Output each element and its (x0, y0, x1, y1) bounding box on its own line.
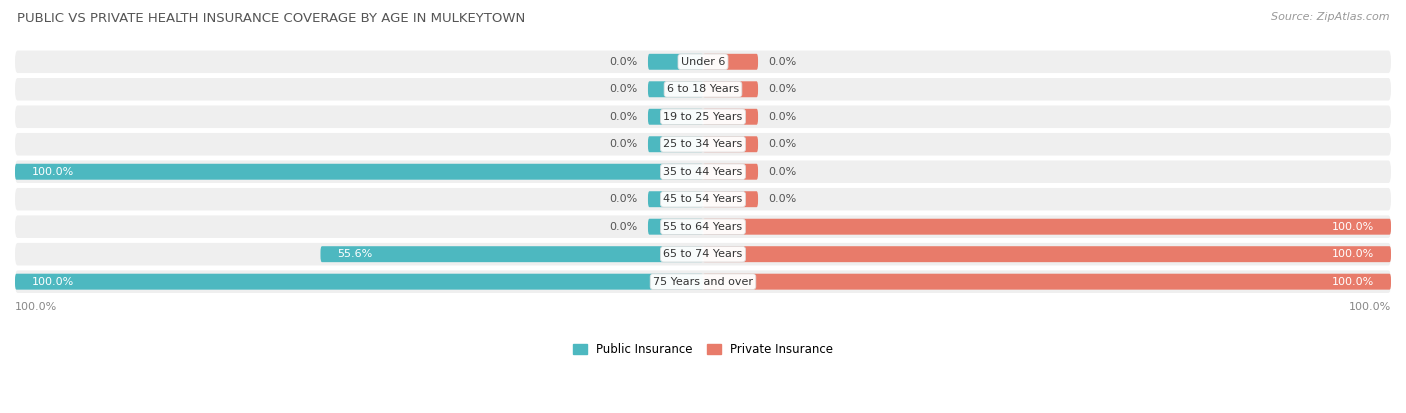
Text: PUBLIC VS PRIVATE HEALTH INSURANCE COVERAGE BY AGE IN MULKEYTOWN: PUBLIC VS PRIVATE HEALTH INSURANCE COVER… (17, 12, 524, 25)
Text: 0.0%: 0.0% (609, 222, 638, 232)
Text: 35 to 44 Years: 35 to 44 Years (664, 167, 742, 177)
FancyBboxPatch shape (15, 274, 703, 290)
FancyBboxPatch shape (15, 243, 1391, 266)
Text: 0.0%: 0.0% (768, 194, 797, 204)
Text: 75 Years and over: 75 Years and over (652, 277, 754, 287)
Text: 0.0%: 0.0% (768, 84, 797, 94)
Text: 100.0%: 100.0% (32, 167, 75, 177)
Text: 0.0%: 0.0% (609, 57, 638, 67)
Text: 0.0%: 0.0% (609, 84, 638, 94)
FancyBboxPatch shape (648, 81, 703, 97)
Legend: Public Insurance, Private Insurance: Public Insurance, Private Insurance (568, 338, 838, 361)
FancyBboxPatch shape (321, 246, 703, 262)
FancyBboxPatch shape (648, 54, 703, 70)
Text: 0.0%: 0.0% (768, 139, 797, 149)
Text: 45 to 54 Years: 45 to 54 Years (664, 194, 742, 204)
Text: 0.0%: 0.0% (609, 139, 638, 149)
FancyBboxPatch shape (703, 164, 758, 180)
Text: 0.0%: 0.0% (609, 194, 638, 204)
FancyBboxPatch shape (15, 105, 1391, 128)
Text: 100.0%: 100.0% (1331, 222, 1374, 232)
Text: 0.0%: 0.0% (609, 112, 638, 122)
FancyBboxPatch shape (15, 133, 1391, 156)
FancyBboxPatch shape (648, 109, 703, 125)
FancyBboxPatch shape (703, 219, 1391, 235)
Text: 100.0%: 100.0% (1331, 249, 1374, 259)
FancyBboxPatch shape (703, 54, 758, 70)
Text: 100.0%: 100.0% (32, 277, 75, 287)
FancyBboxPatch shape (15, 164, 703, 180)
Text: Under 6: Under 6 (681, 57, 725, 67)
Text: 6 to 18 Years: 6 to 18 Years (666, 84, 740, 94)
FancyBboxPatch shape (15, 78, 1391, 100)
FancyBboxPatch shape (648, 219, 703, 235)
FancyBboxPatch shape (15, 216, 1391, 238)
Text: 0.0%: 0.0% (768, 167, 797, 177)
Text: 25 to 34 Years: 25 to 34 Years (664, 139, 742, 149)
Text: 19 to 25 Years: 19 to 25 Years (664, 112, 742, 122)
FancyBboxPatch shape (15, 50, 1391, 73)
FancyBboxPatch shape (648, 191, 703, 207)
FancyBboxPatch shape (703, 109, 758, 125)
Text: 55.6%: 55.6% (337, 249, 373, 259)
Text: 55 to 64 Years: 55 to 64 Years (664, 222, 742, 232)
FancyBboxPatch shape (703, 191, 758, 207)
Text: 0.0%: 0.0% (768, 112, 797, 122)
Text: 0.0%: 0.0% (768, 57, 797, 67)
FancyBboxPatch shape (15, 161, 1391, 183)
FancyBboxPatch shape (703, 136, 758, 152)
Text: 65 to 74 Years: 65 to 74 Years (664, 249, 742, 259)
FancyBboxPatch shape (703, 81, 758, 97)
Text: Source: ZipAtlas.com: Source: ZipAtlas.com (1271, 12, 1389, 22)
Text: 100.0%: 100.0% (1348, 302, 1391, 312)
FancyBboxPatch shape (703, 274, 1391, 290)
Text: 100.0%: 100.0% (15, 302, 58, 312)
FancyBboxPatch shape (703, 246, 1391, 262)
FancyBboxPatch shape (648, 136, 703, 152)
FancyBboxPatch shape (15, 271, 1391, 293)
FancyBboxPatch shape (15, 188, 1391, 211)
Text: 100.0%: 100.0% (1331, 277, 1374, 287)
